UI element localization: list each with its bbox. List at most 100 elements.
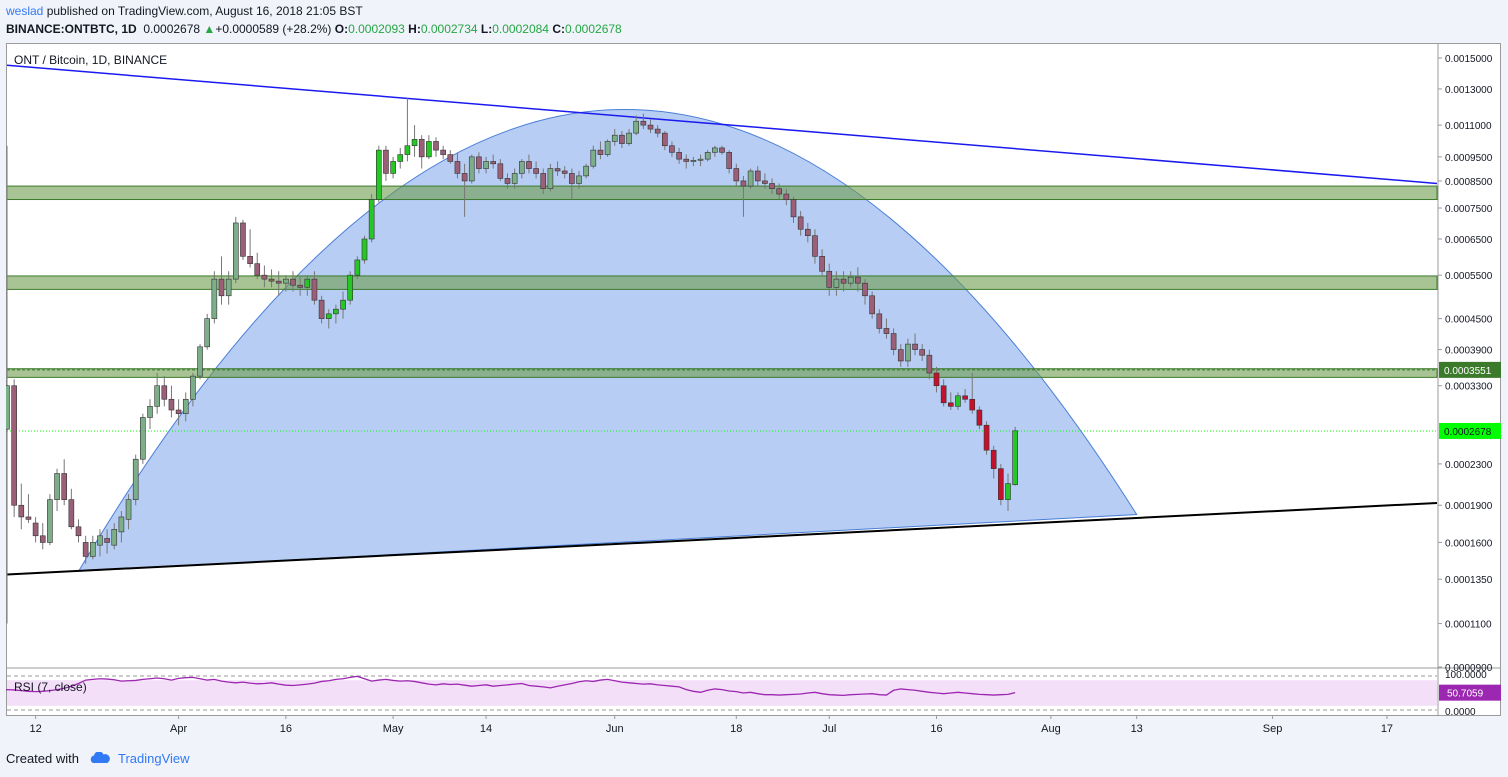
candle-body — [283, 278, 289, 284]
candle — [354, 256, 361, 280]
time-tick-label: Jul — [822, 723, 836, 735]
candle-body — [440, 149, 446, 155]
tradingview-link[interactable]: TradingView — [118, 751, 190, 766]
last-price-badge-label: 0.0002678 — [1444, 427, 1492, 438]
candle — [39, 523, 46, 550]
candle-body — [890, 333, 897, 350]
candle — [104, 529, 110, 554]
candle-body — [82, 542, 89, 557]
time-tick-label: Apr — [170, 723, 187, 735]
candle — [25, 494, 32, 524]
candle-body — [161, 385, 168, 400]
candle — [583, 163, 589, 179]
candle-body — [554, 168, 561, 172]
candle — [61, 459, 68, 506]
price-tick-label: 0.0000900 — [1445, 663, 1493, 674]
candle — [897, 344, 904, 367]
candle — [998, 463, 1004, 506]
footer: Created with TradingView — [6, 751, 190, 767]
price-tick-label: 0.0011000 — [1445, 121, 1492, 132]
candle — [411, 125, 418, 157]
candle — [318, 295, 325, 324]
candle-body — [383, 149, 389, 174]
candle-body — [690, 159, 697, 162]
candle — [261, 265, 268, 288]
rsi-tick-label: 0.0000 — [1445, 707, 1476, 718]
rounding-top-shape — [77, 109, 1138, 572]
price-zone-1 — [6, 185, 1438, 201]
candle — [168, 385, 175, 418]
candle — [375, 145, 382, 203]
candle-body — [218, 278, 225, 297]
candle-body — [268, 278, 275, 282]
candle-body — [840, 278, 847, 284]
candle — [640, 113, 647, 130]
candle — [418, 135, 425, 169]
candle — [912, 333, 918, 356]
time-tick-label: 16 — [930, 723, 942, 735]
high-label: H: — [408, 22, 421, 36]
candle — [1012, 426, 1018, 486]
candle-body — [333, 308, 339, 315]
candle — [683, 154, 690, 169]
candle-body — [576, 175, 582, 184]
candle — [890, 328, 897, 356]
price-tick-label: 0.0015000 — [1445, 54, 1493, 65]
candle — [754, 166, 761, 187]
open-value: 0.0002093 — [348, 22, 405, 36]
author-link[interactable]: weslad — [6, 4, 44, 18]
high-value: 0.0002734 — [420, 22, 478, 36]
candle — [955, 392, 961, 411]
candle — [804, 222, 811, 243]
candle-body — [511, 173, 518, 184]
price-tick-label: 0.0001600 — [1445, 538, 1493, 549]
candle-body — [32, 522, 39, 537]
candle — [940, 379, 947, 407]
candle — [454, 152, 461, 179]
candle-body — [61, 473, 68, 500]
candle — [526, 154, 532, 174]
candle-body — [404, 145, 411, 155]
candle — [247, 229, 253, 268]
candle — [576, 170, 582, 189]
candle-body — [225, 278, 232, 297]
candle-body — [11, 385, 17, 506]
candle-body — [783, 193, 790, 200]
candle-body — [676, 152, 682, 160]
candle — [132, 454, 139, 506]
candle-body — [25, 516, 32, 520]
candle-body — [990, 449, 997, 469]
candle-body — [318, 299, 325, 319]
candle — [704, 150, 711, 162]
candle-body — [897, 349, 904, 362]
candle-body — [583, 165, 589, 177]
price-tick-label: 0.0002300 — [1445, 460, 1493, 471]
candle-body — [819, 256, 825, 272]
candle — [204, 313, 211, 350]
candle-body — [769, 183, 775, 190]
candle — [647, 119, 654, 134]
candle — [554, 161, 561, 176]
candle-body — [919, 349, 926, 356]
candle-body — [640, 120, 647, 126]
candle — [676, 147, 682, 164]
candle — [933, 366, 940, 393]
candle-body — [697, 158, 704, 161]
candle-body — [1005, 483, 1011, 500]
candle — [797, 210, 804, 236]
candle-body — [118, 516, 125, 533]
candle — [726, 150, 732, 174]
candle-body — [390, 161, 396, 174]
candle-body — [547, 168, 554, 190]
candle-body — [418, 139, 425, 158]
candle — [297, 277, 303, 296]
candle — [926, 349, 933, 380]
candle-body — [683, 158, 690, 162]
candle-body — [104, 538, 110, 543]
rsi-title: RSI (7, close) — [14, 680, 87, 694]
candle-body — [6, 385, 10, 430]
candle-body — [847, 276, 854, 284]
chart-title: ONT / Bitcoin, 1D, BINANCE — [14, 53, 167, 67]
candle-body — [633, 120, 640, 134]
